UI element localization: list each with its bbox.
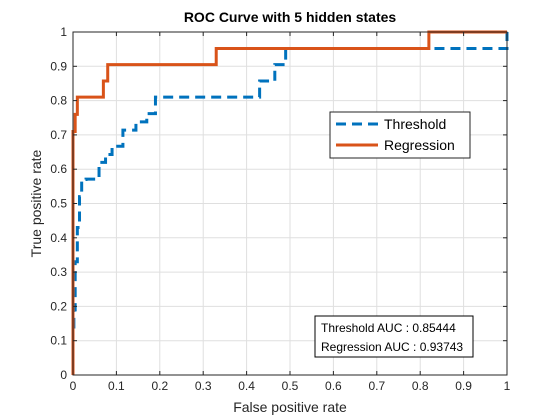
- x-tick-label: 0.2: [151, 379, 168, 393]
- y-tick-label: 0: [60, 368, 67, 382]
- auc-annotation: Threshold AUC : 0.85444 Regression AUC :…: [314, 315, 474, 358]
- axis-ticks: 0 0.1 0.2 0.3 0.4 0.5 0.6 0.7 0.8 0.9 1 0 0.1 0.2 0.3 0…: [50, 25, 510, 393]
- series-line-regression: [71, 30, 507, 375]
- x-tick-label: 0: [70, 379, 77, 393]
- series-lines: [71, 30, 509, 375]
- x-tick-label: 0.6: [325, 379, 342, 393]
- auc-threshold-text: Threshold AUC : 0.85444: [321, 321, 456, 335]
- chart-title: ROC Curve with 5 hidden states: [184, 9, 397, 25]
- series-line-threshold: [71, 32, 509, 375]
- y-tick-label: 0.7: [50, 128, 67, 142]
- legend: Threshold Regression: [329, 111, 471, 159]
- y-tick-label: 0.4: [50, 231, 67, 245]
- y-tick-label: 0.2: [50, 299, 67, 313]
- y-tick-label: 0.1: [50, 334, 67, 348]
- y-tick-label: 0.6: [50, 162, 67, 176]
- x-tick-label: 0.7: [368, 379, 385, 393]
- y-tick-label: 0.9: [50, 59, 67, 73]
- y-tick-label: 1: [60, 25, 67, 39]
- x-tick-label: 0.8: [412, 379, 429, 393]
- auc-regression-text: Regression AUC : 0.93743: [321, 340, 463, 354]
- auc-annotation-box: [314, 315, 474, 358]
- x-tick-label: 0.9: [455, 379, 472, 393]
- y-tick-label: 0.8: [50, 94, 67, 108]
- legend-label-threshold: Threshold: [384, 116, 446, 132]
- x-tick-label: 0.5: [282, 379, 299, 393]
- x-tick-label: 1: [504, 379, 511, 393]
- x-tick-label: 0.1: [108, 379, 125, 393]
- x-tick-label: 0.3: [195, 379, 212, 393]
- y-tick-label: 0.5: [50, 197, 67, 211]
- y-axis-title: True positive rate: [28, 149, 44, 257]
- legend-box: [329, 111, 471, 159]
- x-tick-label: 0.4: [238, 379, 255, 393]
- x-axis-title: False positive rate: [233, 399, 347, 415]
- legend-label-regression: Regression: [384, 137, 455, 153]
- y-tick-label: 0.3: [50, 265, 67, 279]
